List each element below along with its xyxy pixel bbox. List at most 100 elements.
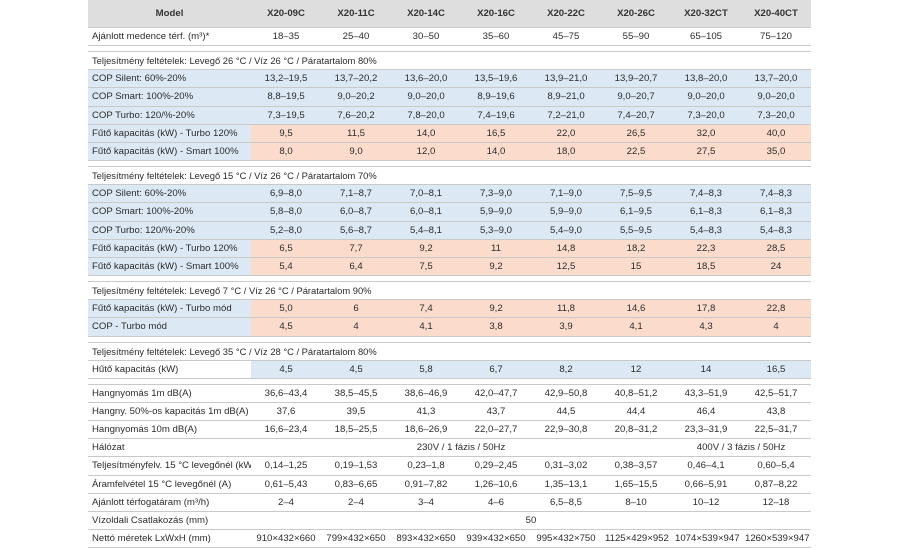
row-value: 36,6–43,4 [251, 384, 321, 403]
row-value: 0,23–1,8 [391, 456, 461, 476]
row-value: 22,8 [741, 299, 811, 319]
row-value: 9,5 [251, 124, 321, 143]
model-name: X20-14C [391, 0, 461, 28]
row-value: 7,7 [321, 239, 391, 258]
row-value: 7,0–8,1 [391, 184, 461, 204]
row-value: 7,3–19,5 [251, 106, 321, 125]
row-value: 6,1–9,5 [601, 202, 671, 222]
section-gap [88, 378, 811, 385]
row-value: 0,46–4,1 [671, 456, 741, 476]
section-title: Teljesítmény feltételek: Levegő 15 °C / … [88, 166, 811, 186]
spec-row: Hűtő kapacitás (kW) 4,5 4,5 5,8 6,7 8,2 12 14 16… [88, 360, 811, 379]
row-label: Hűtő kapacitás (kW) [88, 360, 251, 379]
row-value: 4,5 [251, 317, 321, 337]
row-value: 17,8 [671, 299, 741, 319]
section-gap [88, 275, 811, 283]
row-value: 910×432×660 [251, 529, 321, 548]
spec-row: COP Turbo: 120/%-20% 7,3–19,5 7,6–20,2 7,8–… [88, 106, 811, 125]
row-label: Teljesítményfelv. 15 °C levegőnél (kW) [88, 456, 251, 476]
row-value: 12,0 [391, 142, 461, 162]
row-value: 6,0–8,1 [391, 202, 461, 222]
row-value: 35,0 [741, 142, 811, 162]
row-value: 43,3–51,9 [671, 384, 741, 403]
row-value: 4,5 [321, 360, 391, 379]
row-value: 13,9–20,7 [601, 69, 671, 89]
model-name: X20-32CT [671, 0, 741, 28]
row-label: Nettó méretek LxWxH (mm) [88, 529, 251, 548]
row-value: 7,4–8,3 [671, 184, 741, 204]
row-value: 5,4–8,1 [391, 221, 461, 240]
row-value: 24 [741, 257, 811, 277]
row-value: 0,91–7,82 [391, 475, 461, 494]
row-value: 18,2 [601, 239, 671, 258]
spec-row: Fűtő kapacitás (kW) - Smart 100% 8,0 9,0 12… [88, 142, 811, 162]
row-value: 5,8–8,0 [251, 202, 321, 222]
row-label: Ajánlott térfogatáram (m³/h) [88, 493, 251, 512]
row-value: 1074×539×947 [671, 529, 741, 548]
row-value: 7,1–8,7 [321, 184, 391, 204]
row-value: 20,8–31,2 [601, 420, 671, 440]
section-gap [88, 336, 811, 343]
row-value: 32,0 [671, 124, 741, 143]
row-value: 14,0 [391, 124, 461, 143]
row-value: 0,19–1,53 [321, 456, 391, 476]
row-label: COP Turbo: 120/%-20% [88, 221, 251, 240]
row-value: 7,1–9,0 [531, 184, 601, 204]
row-value: 7,3–9,0 [461, 184, 531, 204]
row-value: 5,3–9,0 [461, 221, 531, 240]
spec-row: Áramfelvétel 15 °C levegőnél (A) 0,61–5,4… [88, 475, 811, 494]
row-value: 0,87–8,22 [741, 475, 811, 494]
row-value: 11,5 [321, 124, 391, 143]
spec-row: Hangny. 50%-os kapacitás 1m dB(A) 37,6 39,… [88, 402, 811, 422]
row-value: 11 [461, 239, 531, 258]
spec-row: Fűtő kapacitás (kW) - Smart 100% 5,4 6,4 7,… [88, 257, 811, 277]
row-value: 7,2–21,0 [531, 106, 601, 125]
row-value: 5,9–9,0 [461, 202, 531, 222]
row-label: Hangny. 50%-os kapacitás 1m dB(A) [88, 402, 251, 422]
section-gap-cell [88, 275, 811, 283]
section-title: Teljesítmény feltételek: Levegő 7 °C / V… [88, 281, 811, 301]
row-value: 6,9–8,0 [251, 184, 321, 204]
section-title: Teljesítmény feltételek: Levegő 35 °C / … [88, 342, 811, 361]
row-value: 0,29–2,45 [461, 456, 531, 476]
header-row: Model X20-09C X20-11C X20-14C X20-16C X2… [88, 0, 811, 28]
row-value: 939×432×650 [461, 529, 531, 548]
section-title: Teljesítmény feltételek: Levegő 26 °C / … [88, 51, 811, 71]
spec-row: Teljesítményfelv. 15 °C levegőnél (kW) 0,… [88, 456, 811, 476]
row-value: 893×432×650 [391, 529, 461, 548]
row-value: 4,1 [601, 317, 671, 337]
row-value: 7,3–20,0 [671, 106, 741, 125]
row-value: 8,0 [251, 142, 321, 162]
row-value: 3–4 [391, 493, 461, 512]
row-value: 5,9–9,0 [531, 202, 601, 222]
section-gap-cell [88, 378, 811, 385]
row-value: 995×432×750 [531, 529, 601, 548]
network-row: Hálózat 230V / 1 fázis / 50Hz 400V / 3 fáz… [88, 438, 811, 458]
row-value: 4–6 [461, 493, 531, 512]
row-label: Vízoldali Csatlakozás (mm) [88, 511, 251, 531]
row-value: 14 [671, 360, 741, 379]
row-value: 28,5 [741, 239, 811, 258]
row-label: Hangnyomás 10m dB(A) [88, 420, 251, 440]
row-value: 13,7–20,0 [741, 69, 811, 89]
row-value: 5,4–8,3 [671, 221, 741, 240]
section-gap-cell [88, 160, 811, 168]
row-value: 44,4 [601, 402, 671, 422]
row-value: 9,2 [461, 257, 531, 277]
row-value: 13,6–20,0 [391, 69, 461, 89]
row-value: 18,5–25,5 [321, 420, 391, 440]
row-value: 7,4–19,6 [461, 106, 531, 125]
spec-row: Fűtő kapacitás (kW) - Turbo 120% 9,5 11,5 1… [88, 124, 811, 143]
row-value: 0,83–6,65 [321, 475, 391, 494]
row-value: 27,5 [671, 142, 741, 162]
row-label: Fűtő kapacitás (kW) - Turbo mód [88, 299, 251, 319]
row-value: 13,5–19,6 [461, 69, 531, 89]
row-label: COP Silent: 60%-20% [88, 69, 251, 89]
section-title-row: Teljesítmény feltételek: Levegő 7 °C / V… [88, 281, 811, 301]
row-value: 12,5 [531, 257, 601, 277]
row-value: 41,3 [391, 402, 461, 422]
row-label: Fűtő kapacitás (kW) - Turbo 120% [88, 239, 251, 258]
row-label: COP Smart: 100%-20% [88, 202, 251, 222]
row-value: 23,3–31,9 [671, 420, 741, 440]
row-label: Áramfelvétel 15 °C levegőnél (A) [88, 475, 251, 494]
